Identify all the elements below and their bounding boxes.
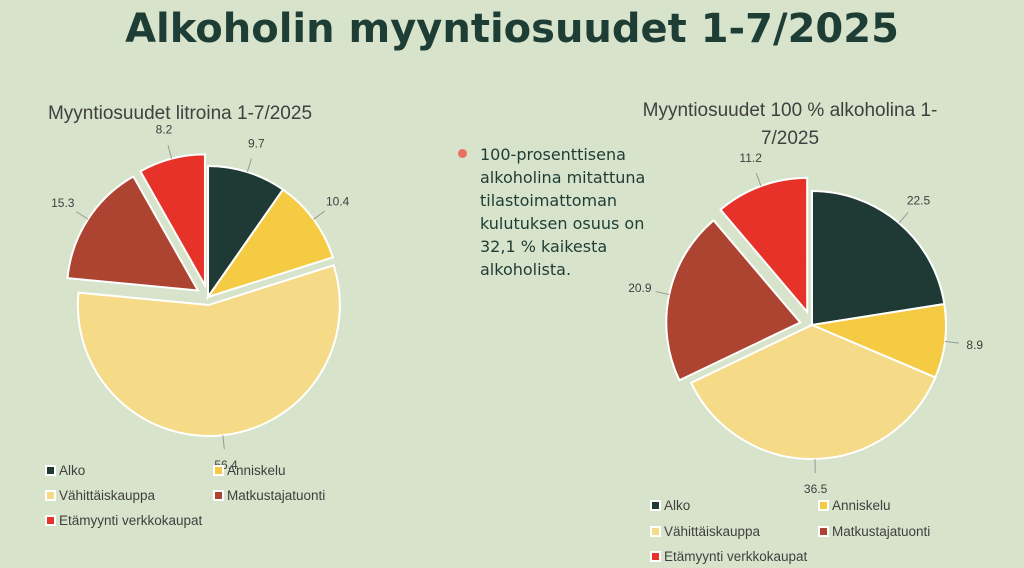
leader-line [246,158,252,173]
legend-swatch [650,551,661,562]
legend-swatch [818,500,829,511]
leader-line [167,145,173,159]
pie-slice-left-2 [76,264,341,437]
legend-item: Alko [650,498,690,513]
leader-line [898,212,909,224]
legend-item: Vähittäiskauppa [650,524,760,539]
legend-label: Matkustajatuonti [227,488,326,503]
leader-line [655,291,670,295]
legend-label: Vähittäiskauppa [59,488,156,503]
bullet-icon [458,149,467,158]
data-label: 8.9 [966,338,983,352]
pie-slice-right-3 [665,218,802,382]
legend-swatch [45,515,56,526]
data-label: 11.2 [739,151,762,165]
legend-item: Etämyynti verkkokaupat [650,549,807,564]
legend-swatch [650,526,661,537]
note-text: 100-prosenttisena alkoholina mitattuna t… [480,145,646,279]
legend-item: Matkustajatuonti [818,524,930,539]
slide-title: Alkoholin myyntiosuudet 1-7/2025 [125,6,899,52]
legend-label: Vähittäiskauppa [664,524,761,539]
chart-title-right: Myyntiosuudet 100 % alkoholina 1-7/2025 [642,100,938,149]
legend-label: Etämyynti verkkokaupat [59,513,203,528]
legend-swatch [45,490,56,501]
leader-line [944,340,959,344]
legend-swatch [213,490,224,501]
legend-item: Matkustajatuonti [213,488,325,503]
data-label: 10.4 [326,195,350,209]
pie-slice-left-0 [207,164,285,301]
legend-swatch [650,500,661,511]
legend-swatch [818,526,829,537]
data-label: 22.5 [907,193,931,207]
pie-slice-right-2 [689,323,937,460]
legend-item: Anniskelu [213,463,286,478]
leader-line [755,172,762,187]
pie-slice-right-0 [811,189,946,327]
data-label: 15.3 [51,196,75,210]
chart-title-left: Myyntiosuudet litroina 1-7/2025 [47,103,313,124]
data-label: 20.9 [628,281,652,295]
legend-label: Matkustajatuonti [832,524,931,539]
legend-label: Alko [59,463,86,478]
leader-line [222,435,225,450]
pie-slice-left-3 [66,175,200,292]
legend-item: Alko [45,463,85,478]
legend-label: Anniskelu [832,498,891,513]
leader-line [313,210,326,220]
legend-item: Vähittäiskauppa [45,488,155,503]
legend-item: Etämyynti verkkokaupat [45,513,202,528]
legend-label: Etämyynti verkkokaupat [664,549,808,564]
legend-swatch [213,465,224,476]
pie-slice-left-1 [205,188,335,299]
data-label: 36.5 [804,482,828,496]
legend-swatch [45,465,56,476]
data-label: 9.7 [248,136,265,150]
legend-item: Anniskelu [818,498,891,513]
legend-label: Alko [664,498,691,513]
legend-label: Anniskelu [227,463,286,478]
data-label: 8.2 [156,123,173,137]
leader-line [75,211,89,220]
